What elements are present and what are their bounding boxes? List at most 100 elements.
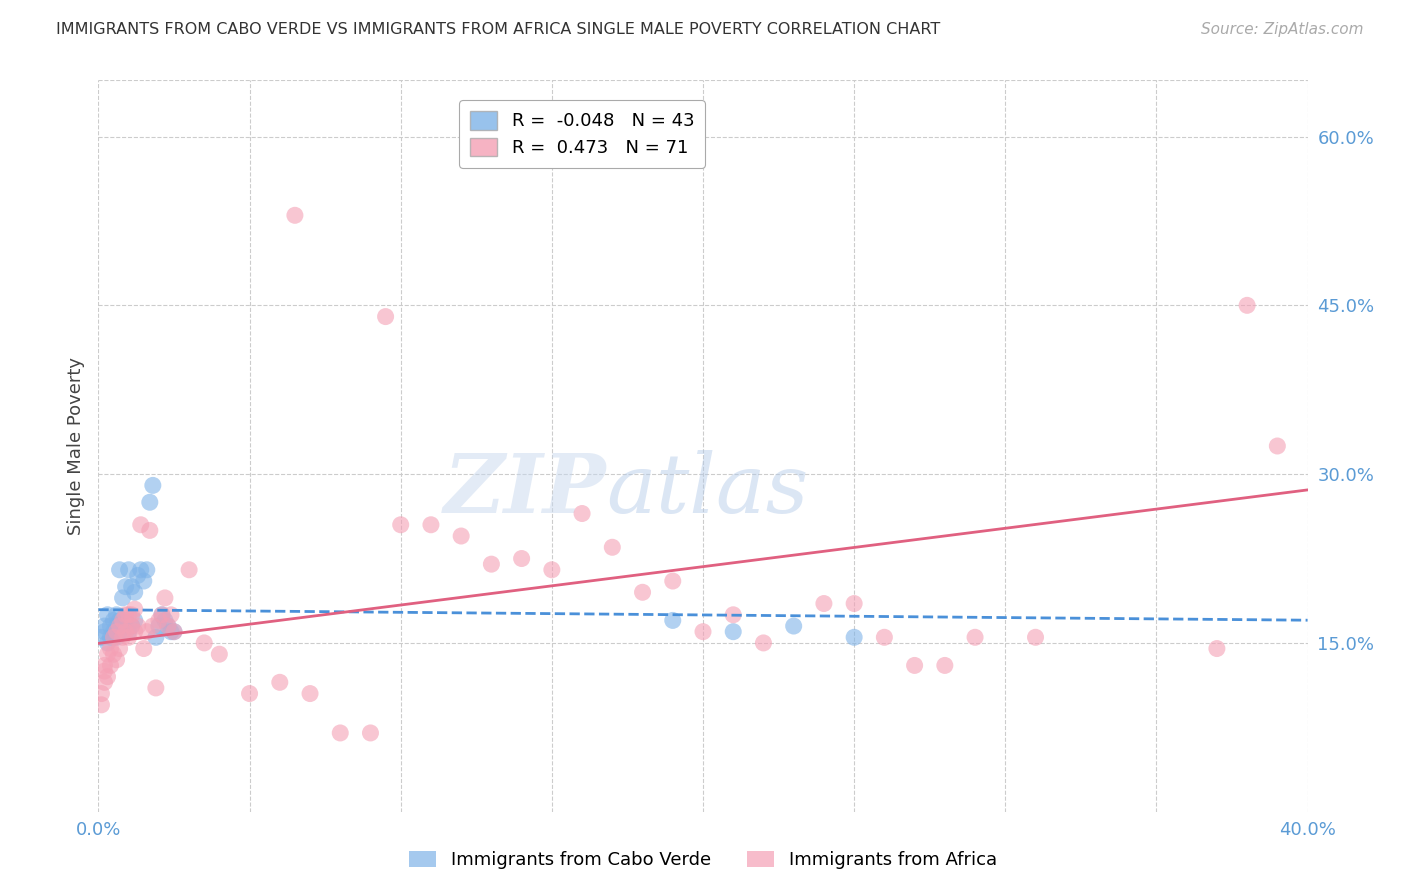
- Point: [93, 619, 115, 633]
- Point: [114, 624, 136, 639]
- Point: [96, 647, 118, 661]
- Point: [510, 551, 533, 566]
- Point: [160, 607, 183, 622]
- Point: [934, 658, 956, 673]
- Legend: Immigrants from Cabo Verde, Immigrants from Africa: Immigrants from Cabo Verde, Immigrants f…: [401, 842, 1005, 879]
- Point: [284, 208, 307, 222]
- Point: [103, 624, 125, 639]
- Point: [389, 517, 412, 532]
- Point: [105, 630, 128, 644]
- Point: [692, 624, 714, 639]
- Point: [965, 630, 987, 644]
- Point: [100, 619, 122, 633]
- Point: [153, 591, 176, 605]
- Point: [723, 624, 745, 639]
- Point: [121, 619, 143, 633]
- Point: [299, 687, 322, 701]
- Point: [269, 675, 291, 690]
- Legend: R =  -0.048   N = 43, R =  0.473   N = 71: R = -0.048 N = 43, R = 0.473 N = 71: [460, 100, 704, 168]
- Point: [374, 310, 396, 324]
- Point: [118, 624, 141, 639]
- Point: [156, 619, 179, 633]
- Point: [93, 675, 115, 690]
- Point: [142, 478, 165, 492]
- Point: [124, 614, 146, 628]
- Point: [139, 524, 162, 538]
- Point: [105, 653, 128, 667]
- Point: [150, 607, 173, 622]
- Point: [631, 585, 654, 599]
- Point: [163, 624, 186, 639]
- Point: [813, 597, 835, 611]
- Point: [661, 614, 683, 628]
- Point: [783, 619, 806, 633]
- Point: [108, 563, 131, 577]
- Point: [118, 563, 141, 577]
- Point: [481, 557, 503, 571]
- Point: [145, 630, 167, 644]
- Point: [118, 607, 141, 622]
- Point: [153, 614, 176, 628]
- Point: [111, 630, 134, 644]
- Point: [844, 630, 866, 644]
- Point: [132, 574, 155, 588]
- Point: [420, 517, 443, 532]
- Point: [93, 624, 115, 639]
- Point: [96, 636, 118, 650]
- Point: [118, 630, 141, 644]
- Point: [1236, 298, 1258, 312]
- Point: [93, 658, 115, 673]
- Point: [602, 541, 624, 555]
- Point: [127, 619, 149, 633]
- Point: [145, 681, 167, 695]
- Point: [142, 619, 165, 633]
- Text: IMMIGRANTS FROM CABO VERDE VS IMMIGRANTS FROM AFRICA SINGLE MALE POVERTY CORRELA: IMMIGRANTS FROM CABO VERDE VS IMMIGRANTS…: [56, 22, 941, 37]
- Point: [100, 630, 122, 644]
- Point: [129, 517, 152, 532]
- Point: [90, 630, 112, 644]
- Point: [108, 624, 131, 639]
- Point: [90, 698, 112, 712]
- Point: [139, 495, 162, 509]
- Point: [329, 726, 352, 740]
- Point: [540, 563, 562, 577]
- Y-axis label: Single Male Poverty: Single Male Poverty: [66, 357, 84, 535]
- Point: [100, 658, 122, 673]
- Point: [450, 529, 472, 543]
- Point: [132, 641, 155, 656]
- Point: [873, 630, 896, 644]
- Point: [904, 658, 927, 673]
- Point: [103, 614, 125, 628]
- Point: [1206, 641, 1229, 656]
- Point: [105, 619, 128, 633]
- Point: [571, 507, 593, 521]
- Point: [103, 647, 125, 661]
- Point: [96, 670, 118, 684]
- Point: [105, 607, 128, 622]
- Point: [114, 580, 136, 594]
- Point: [135, 563, 157, 577]
- Point: [105, 624, 128, 639]
- Point: [124, 585, 146, 599]
- Point: [103, 630, 125, 644]
- Text: atlas: atlas: [606, 450, 808, 530]
- Point: [121, 607, 143, 622]
- Point: [111, 619, 134, 633]
- Point: [160, 624, 183, 639]
- Point: [124, 624, 146, 639]
- Point: [239, 687, 262, 701]
- Point: [129, 563, 152, 577]
- Point: [90, 687, 112, 701]
- Point: [148, 619, 170, 633]
- Point: [114, 614, 136, 628]
- Point: [108, 614, 131, 628]
- Point: [135, 624, 157, 639]
- Point: [124, 602, 146, 616]
- Point: [100, 641, 122, 656]
- Point: [121, 619, 143, 633]
- Point: [752, 636, 775, 650]
- Text: ZIP: ZIP: [444, 450, 606, 530]
- Text: Source: ZipAtlas.com: Source: ZipAtlas.com: [1201, 22, 1364, 37]
- Point: [150, 607, 173, 622]
- Point: [1267, 439, 1289, 453]
